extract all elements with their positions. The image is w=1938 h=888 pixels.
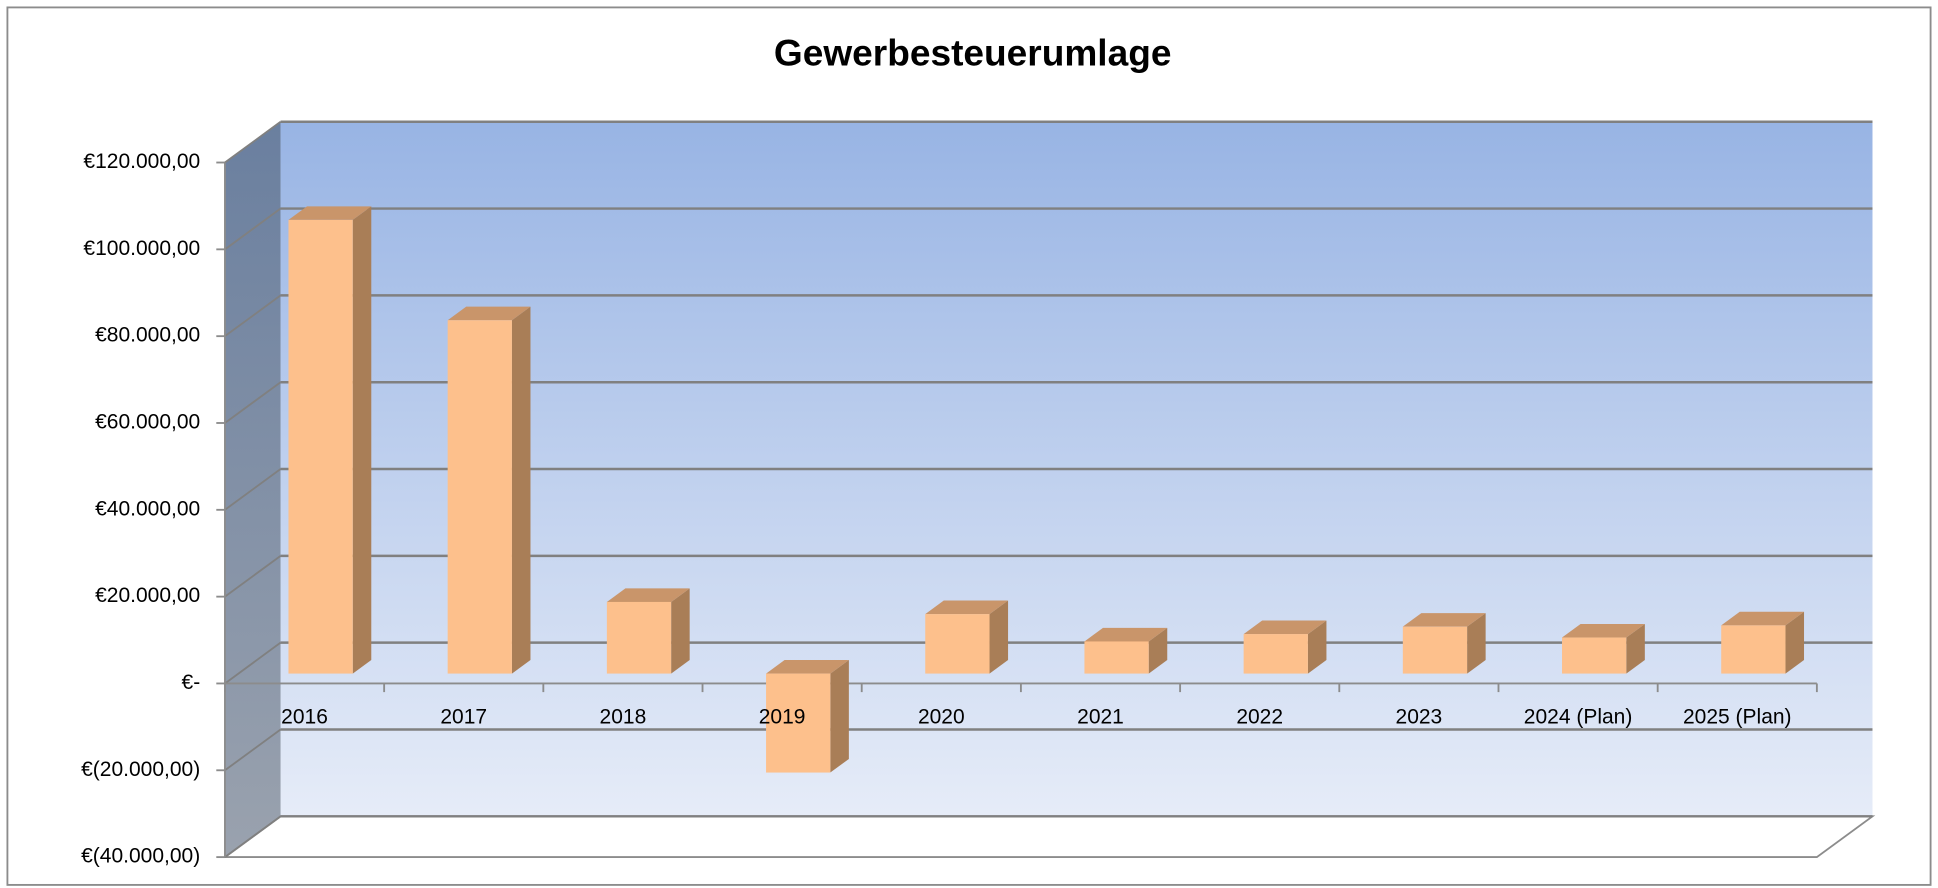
y-tick-label: €40.000,00 — [95, 497, 200, 520]
bar — [1243, 634, 1308, 674]
x-tick-label: 2018 — [600, 706, 647, 729]
y-tick-label: €80.000,00 — [95, 324, 200, 347]
bar-side — [830, 659, 849, 773]
bar — [1562, 637, 1627, 674]
x-tick-label: 2024 (Plan) — [1524, 706, 1633, 729]
x-tick-label: 2022 — [1236, 706, 1283, 729]
y-tick-label: €20.000,00 — [95, 584, 200, 607]
bar-side — [1467, 613, 1486, 674]
bar — [1721, 625, 1786, 674]
bar-top — [288, 206, 372, 220]
x-tick-label: 2019 — [759, 706, 806, 729]
bar-side — [989, 600, 1009, 674]
grid-line — [224, 294, 282, 337]
y-tick-label: €100.000,00 — [83, 237, 200, 260]
bar — [447, 320, 512, 674]
y-tick-label: €- — [182, 671, 201, 694]
bar-side — [1785, 611, 1805, 674]
bar-top — [1721, 611, 1805, 626]
bar-top — [1562, 623, 1645, 638]
x-tick-label: 2025 (Plan) — [1683, 706, 1792, 729]
bar-top — [606, 588, 690, 602]
floor — [222, 815, 1876, 859]
y-tick-label: €60.000,00 — [95, 411, 200, 434]
grid-line — [224, 381, 282, 424]
bar-side — [511, 306, 531, 674]
bar-top — [1402, 613, 1486, 627]
grid-line — [224, 641, 282, 685]
bar-top — [1084, 627, 1168, 642]
x-tick-label: 2021 — [1077, 706, 1124, 729]
grid-line — [224, 120, 282, 164]
bar-top — [447, 306, 531, 321]
grid-line — [224, 207, 282, 251]
bar-side — [352, 206, 372, 674]
grid-line — [224, 555, 282, 598]
bar-side — [1148, 627, 1168, 674]
y-tick-label: €120.000,00 — [83, 150, 200, 173]
bar-top — [1243, 620, 1327, 635]
y-tick-label: €(20.000,00) — [81, 758, 200, 781]
x-tick-label: 2016 — [281, 706, 328, 729]
bar-side — [1626, 623, 1645, 674]
bar-side — [1307, 620, 1327, 674]
bar — [288, 219, 353, 674]
bar-side — [671, 588, 690, 674]
grid-line — [224, 815, 282, 858]
bar — [606, 601, 672, 674]
grid-line — [224, 728, 282, 772]
y-tick-label: €(40.000,00) — [81, 845, 200, 868]
bar — [766, 673, 831, 773]
x-tick-label: 2020 — [918, 706, 965, 729]
x-tick-label: 2023 — [1396, 706, 1443, 729]
bar — [925, 614, 990, 674]
bar — [1402, 626, 1468, 674]
grid-line — [224, 468, 282, 511]
bar — [1084, 641, 1149, 674]
bar-top — [925, 600, 1009, 615]
x-tick-label: 2017 — [440, 706, 487, 729]
bar-top — [766, 659, 849, 674]
chart-title: Gewerbesteuerumlage — [774, 31, 1172, 73]
